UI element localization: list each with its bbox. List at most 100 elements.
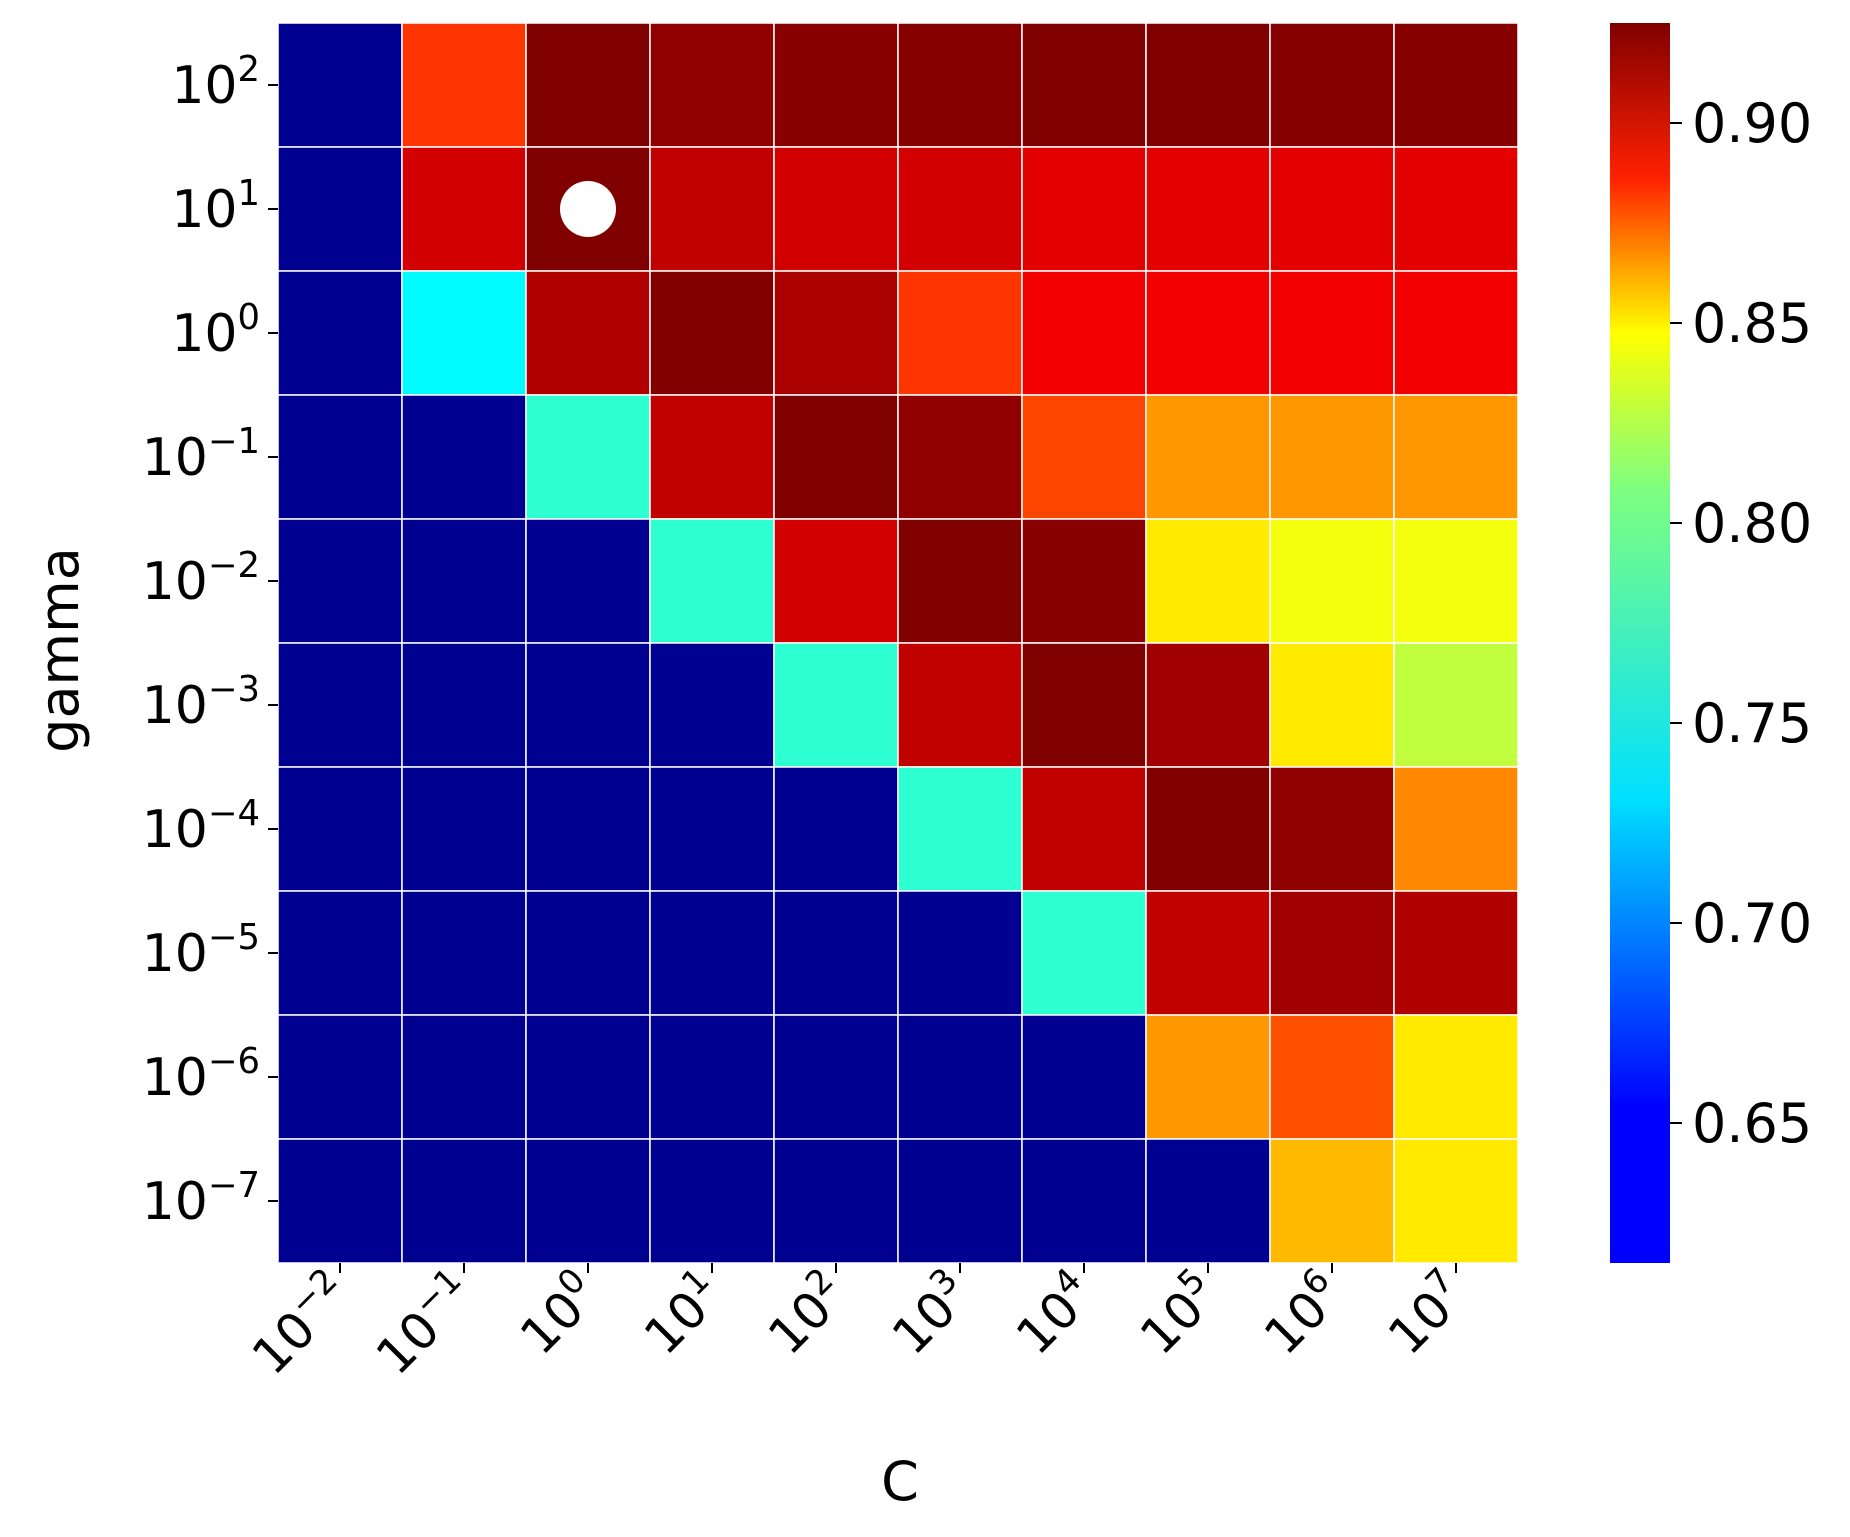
heatmap-cell [1393, 642, 1519, 768]
x-tick-label: 102 [753, 1260, 859, 1366]
heatmap-cell [1021, 22, 1147, 148]
colorbar-tick-label: 0.70 [1692, 892, 1812, 955]
heatmap-cell [897, 22, 1023, 148]
heatmap-cell [1021, 642, 1147, 768]
heatmap-cell [1021, 1138, 1147, 1264]
heatmap-cell [1145, 394, 1271, 520]
heatmap-cell [277, 146, 403, 272]
heatmap-cell [401, 394, 527, 520]
heatmap-cell [897, 270, 1023, 396]
heatmap-cell [525, 22, 651, 148]
colorbar-tick-label: 0.85 [1692, 292, 1812, 355]
y-tick-label: 10−2 [142, 545, 260, 612]
heatmap-cell [1021, 270, 1147, 396]
heatmap-cell [525, 518, 651, 644]
heatmap-cell [1269, 1014, 1395, 1140]
y-tick-label: 10−5 [142, 917, 260, 984]
heatmap-cell [1393, 1138, 1519, 1264]
heatmap-cell [525, 890, 651, 1016]
heatmap-cell [1021, 146, 1147, 272]
heatmap-cell [897, 890, 1023, 1016]
heatmap-cell [649, 394, 775, 520]
heatmap-cell [1269, 766, 1395, 892]
heatmap-cell [525, 1138, 651, 1264]
heatmap-cell [1393, 890, 1519, 1016]
x-tick-label: 106 [1249, 1260, 1355, 1366]
x-tick-label: 100 [505, 1260, 611, 1366]
heatmap-cell [1393, 270, 1519, 396]
heatmap-cell [773, 1014, 899, 1140]
heatmap-cell [277, 22, 403, 148]
heatmap-cell [525, 1014, 651, 1140]
heatmap-cell [1393, 22, 1519, 148]
heatmap-cell [773, 518, 899, 644]
heatmap-cell [1269, 642, 1395, 768]
y-tick-label: 10−1 [142, 421, 260, 488]
heatmap-cell [1021, 1014, 1147, 1140]
heatmap-cell [1145, 642, 1271, 768]
heatmap-cell [1393, 1014, 1519, 1140]
heatmap-cell [1021, 518, 1147, 644]
heatmap-cell [649, 766, 775, 892]
heatmap-cell [773, 270, 899, 396]
heatmap-cell [773, 766, 899, 892]
x-tick-label: 10−1 [361, 1260, 487, 1386]
heatmap-cell [277, 518, 403, 644]
heatmap-cell [401, 890, 527, 1016]
heatmap-cell [277, 1138, 403, 1264]
heatmap-cell [1021, 890, 1147, 1016]
heatmap-cell [401, 642, 527, 768]
heatmap-cell [649, 270, 775, 396]
heatmap-cell [649, 22, 775, 148]
heatmap-cell [773, 22, 899, 148]
x-tick-label: 105 [1125, 1260, 1231, 1366]
heatmap-cell [897, 518, 1023, 644]
y-tick-label: 101 [171, 173, 260, 240]
heatmap-cell [773, 394, 899, 520]
heatmap-cell [1269, 394, 1395, 520]
heatmap-cell [649, 1138, 775, 1264]
heatmap-cell [649, 890, 775, 1016]
heatmap-cell [277, 270, 403, 396]
heatmap-cell [401, 146, 527, 272]
colorbar-gradient [1610, 23, 1670, 1263]
heatmap-cell [773, 1138, 899, 1264]
heatmap-cell [1021, 766, 1147, 892]
heatmap-cell [897, 1014, 1023, 1140]
heatmap-cell [401, 1138, 527, 1264]
heatmap-cell [1393, 766, 1519, 892]
heatmap-cell [773, 146, 899, 272]
colorbar-tick-label: 0.90 [1692, 92, 1812, 155]
heatmap-cell [401, 1014, 527, 1140]
heatmap-cell [277, 642, 403, 768]
heatmap-cell [649, 146, 775, 272]
heatmap-cell [525, 394, 651, 520]
y-axis-label: gamma [28, 547, 91, 753]
heatmap-cell [1269, 146, 1395, 272]
x-tick-label: 103 [877, 1260, 983, 1366]
x-tick-label: 107 [1373, 1260, 1479, 1366]
heatmap-cell [773, 642, 899, 768]
colorbar-tick-label: 0.80 [1692, 492, 1812, 555]
marker-layer [560, 181, 616, 237]
heatmap-cell [1145, 1138, 1271, 1264]
y-tick-label: 100 [171, 297, 260, 364]
heatmap-cell [525, 642, 651, 768]
heatmap-cell [1145, 766, 1271, 892]
heatmap-cell [1269, 518, 1395, 644]
heatmap-cell [277, 1014, 403, 1140]
heatmap-cell [649, 1014, 775, 1140]
heatmap-cell [401, 270, 527, 396]
heatmap-cell [401, 766, 527, 892]
best-point-marker [560, 181, 616, 237]
heatmap-cell [1393, 518, 1519, 644]
heatmap-cell [1269, 22, 1395, 148]
y-axis: 102 101 100 10−1 10−2 10−3 10−4 10−5 10−6 10−7 [142, 49, 278, 1232]
heatmap-cell [897, 1138, 1023, 1264]
heatmap-cell [773, 890, 899, 1016]
heatmap-cell [1269, 1138, 1395, 1264]
heatmap-cell [1393, 394, 1519, 520]
colorbar-ticks: 0.65 0.70 0.75 0.80 0.85 0.90 [1670, 92, 1812, 1155]
heatmap-cell [401, 22, 527, 148]
